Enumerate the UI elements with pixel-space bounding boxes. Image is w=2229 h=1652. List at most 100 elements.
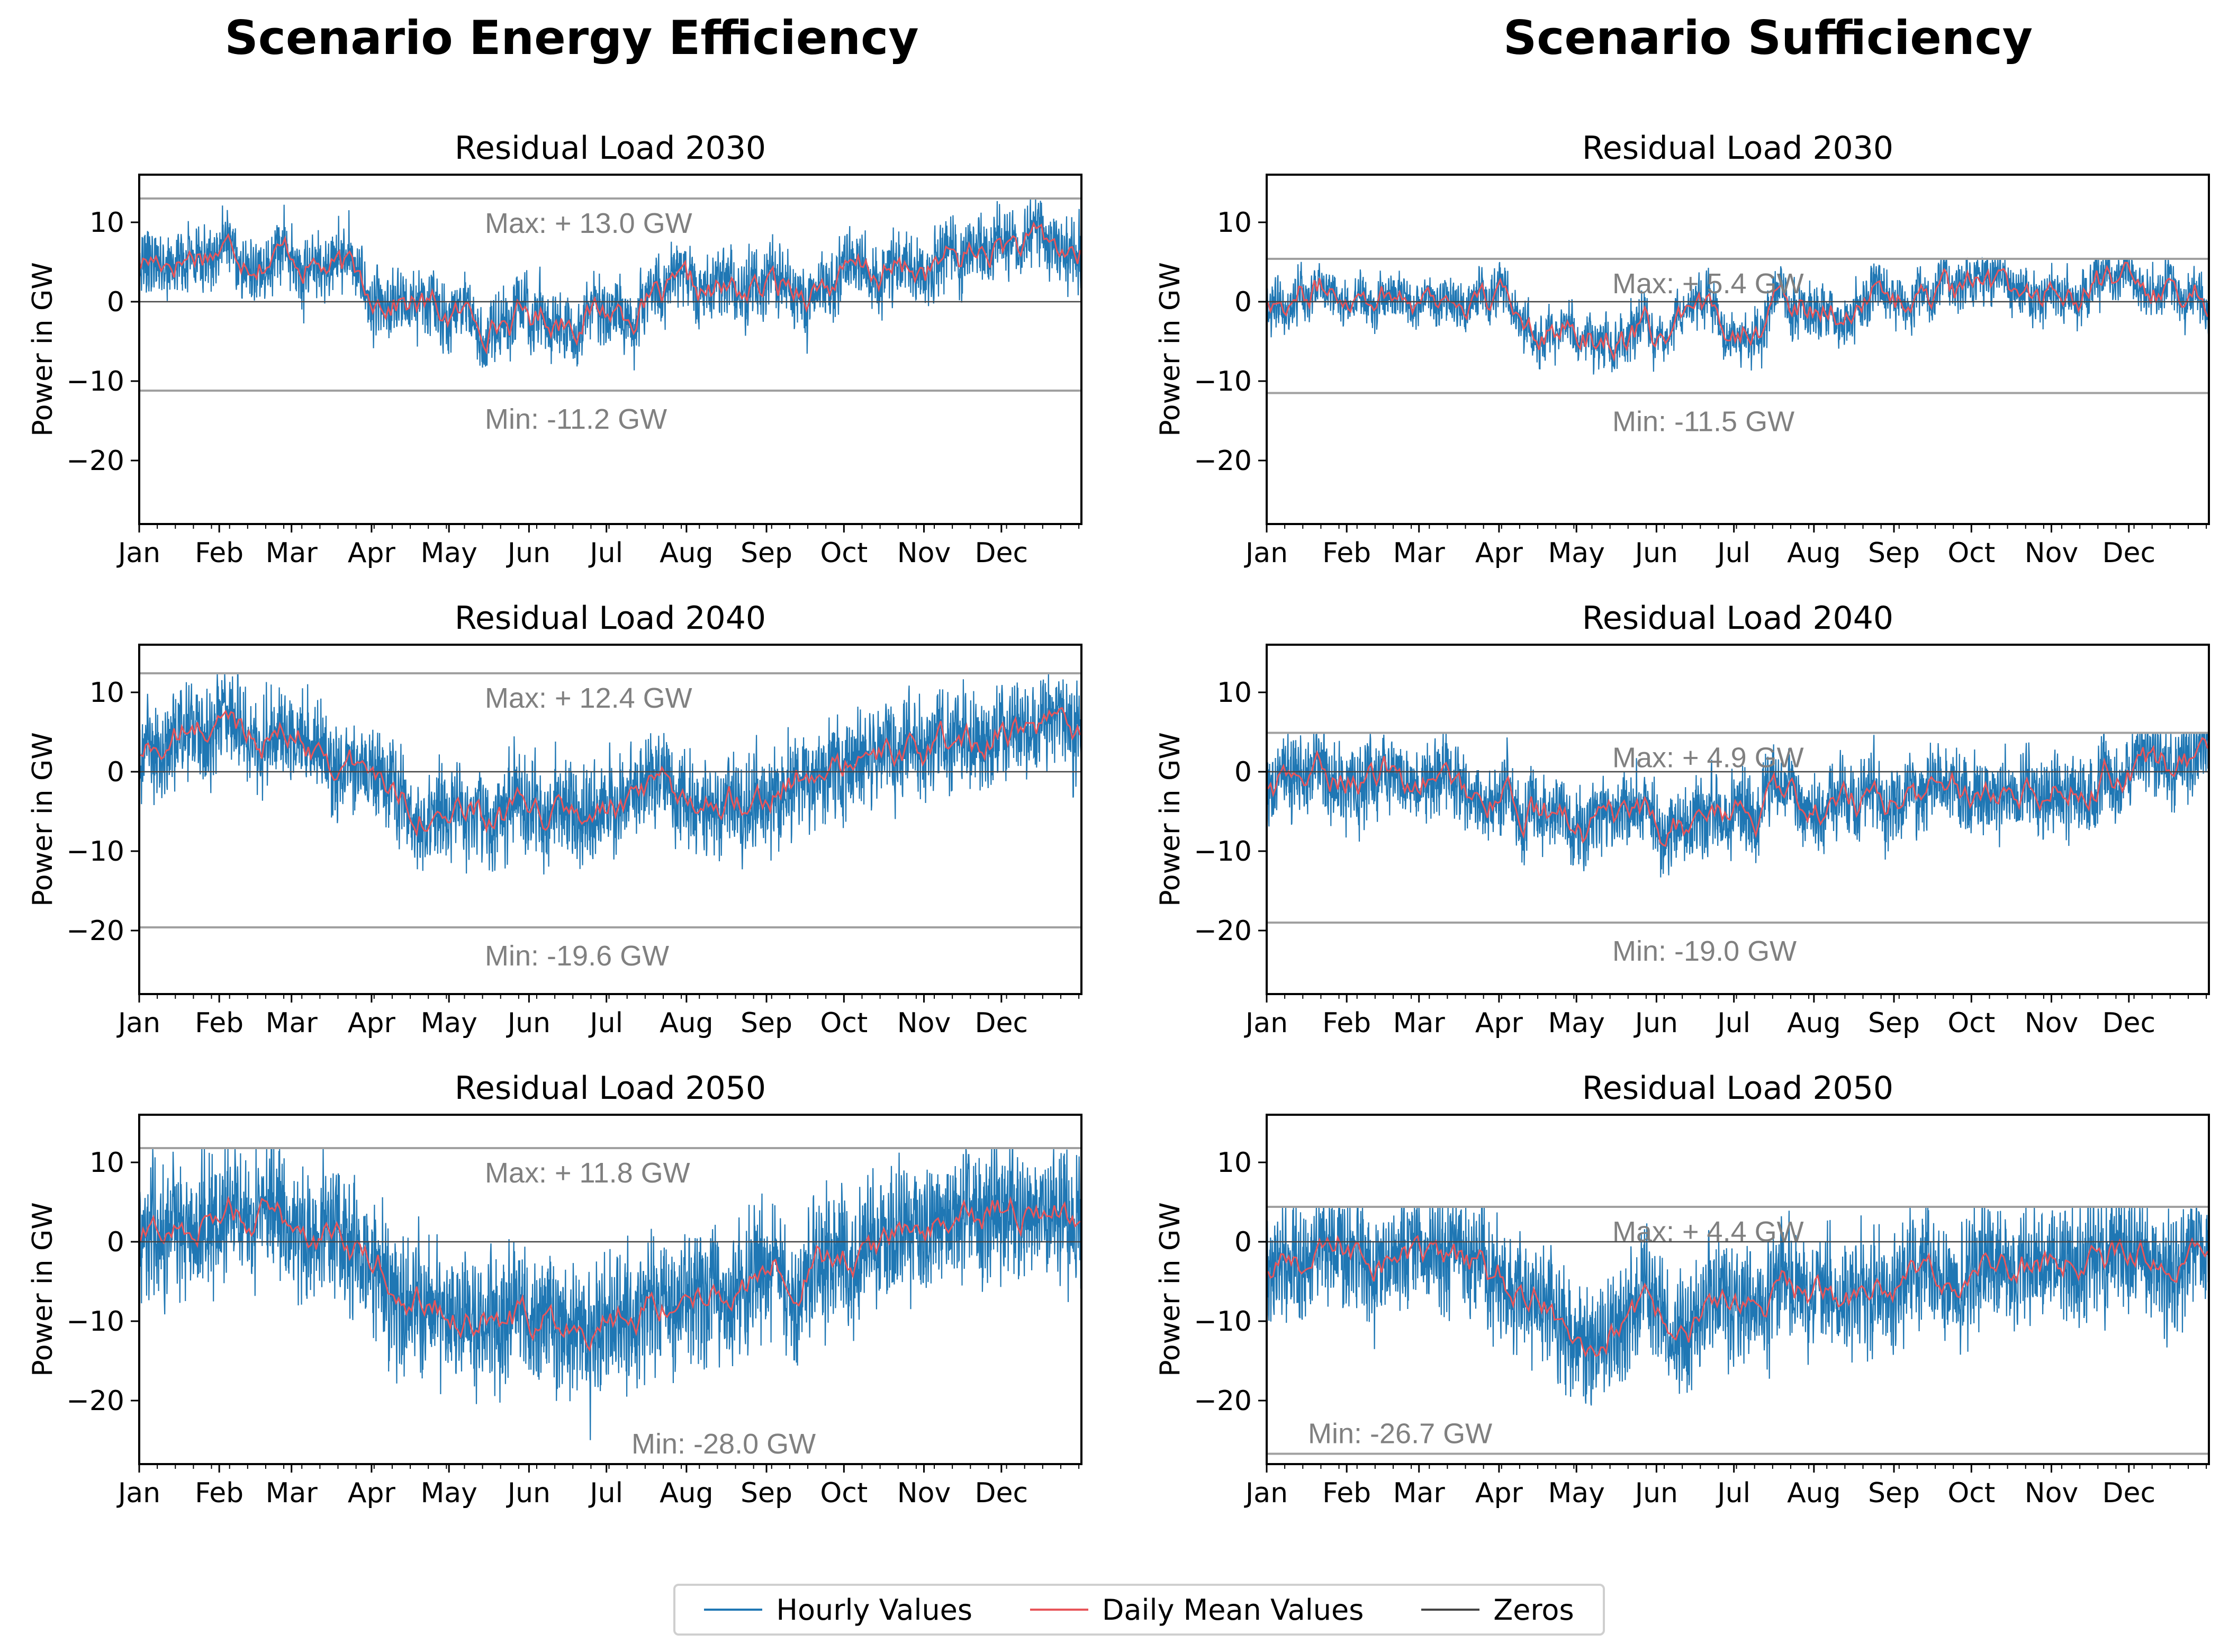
series-daily-line (140, 707, 1081, 837)
x-tick-label: Jun (506, 1007, 551, 1039)
y-tick-label: 10 (89, 1147, 124, 1179)
y-tick-label: 0 (1234, 286, 1252, 318)
y-tick-label: 0 (1234, 756, 1252, 788)
subplot-4: Residual Load 2050 Power in GW Max: + 11.8… (27, 1070, 1082, 1509)
y-tick-label: 10 (1217, 677, 1252, 709)
y-tick-label: 10 (89, 677, 124, 709)
series-daily-line (1267, 737, 2209, 847)
subplot-title: Residual Load 2050 (455, 1070, 766, 1107)
x-tick-label: Jun (506, 537, 551, 569)
y-axis-label: Power in GW (1154, 262, 1186, 436)
y-tick-label: −20 (1194, 1385, 1252, 1417)
x-tick-label: Jul (1716, 537, 1750, 569)
subplot-0: Residual Load 2030 Power in GW Max: + 13.0… (27, 130, 1082, 569)
legend-item-daily: Daily Mean Values (1030, 1593, 1364, 1627)
x-tick-label: Feb (195, 1477, 243, 1509)
series-daily-line (139, 1195, 1081, 1352)
x-tick-label: May (1548, 1477, 1605, 1509)
y-axis-label: Power in GW (1154, 1202, 1186, 1376)
x-tick-label: Jan (1244, 1007, 1288, 1039)
x-tick-label: Apr (1475, 1007, 1523, 1039)
x-tick-label: Aug (1787, 537, 1841, 569)
x-tick-label: Feb (1322, 1477, 1371, 1509)
min-annotation: Min: -11.5 GW (1612, 406, 1794, 438)
plot-frame (1266, 174, 2210, 525)
series-daily-line (139, 221, 1081, 355)
legend-label-hourly: Hourly Values (776, 1593, 973, 1627)
subplot-title: Residual Load 2030 (455, 130, 766, 167)
min-annotation: Min: -11.2 GW (485, 403, 667, 435)
subplot-title: Residual Load 2030 (1582, 130, 1893, 167)
x-tick-label: Nov (2025, 1007, 2079, 1039)
legend-label-daily: Daily Mean Values (1102, 1593, 1364, 1627)
x-tick-label: Dec (975, 537, 1028, 569)
x-tick-label: Aug (660, 1007, 714, 1039)
x-tick-label: Oct (820, 1007, 868, 1039)
y-tick-label: 0 (107, 286, 124, 318)
x-tick-label: Jul (588, 1477, 623, 1509)
series-daily-line (1267, 1234, 2208, 1358)
x-tick-label: Apr (1475, 537, 1523, 569)
y-tick-label: 0 (107, 1226, 124, 1258)
y-tick-label: 0 (107, 756, 124, 788)
y-axis-label: Power in GW (27, 732, 59, 906)
min-annotation: Min: -19.6 GW (485, 940, 669, 972)
max-annotation: Max: + 4.4 GW (1612, 1216, 1804, 1248)
x-tick-label: Jan (116, 537, 160, 569)
x-tick-label: Jan (116, 1007, 160, 1039)
x-tick-label: Dec (2102, 1007, 2156, 1039)
x-tick-label: Apr (348, 1007, 396, 1039)
y-tick-label: −10 (66, 1306, 124, 1338)
x-tick-label: Jun (1634, 1007, 1678, 1039)
legend: Hourly Values Daily Mean Values Zeros (673, 1584, 1605, 1636)
x-tick-label: Mar (1393, 1477, 1446, 1509)
x-tick-label: Nov (897, 537, 951, 569)
x-tick-label: May (1548, 1007, 1605, 1039)
subplot-title: Residual Load 2040 (1582, 600, 1893, 637)
y-tick-label: −20 (66, 1385, 124, 1417)
x-tick-label: Jul (1716, 1007, 1750, 1039)
plot-frame (1266, 1114, 2210, 1465)
series-hourly-line (1267, 1205, 2209, 1406)
x-tick-label: Dec (975, 1477, 1028, 1509)
y-tick-label: −20 (66, 445, 124, 477)
x-tick-label: Mar (266, 537, 318, 569)
x-tick-label: Oct (820, 537, 868, 569)
x-tick-label: Jun (506, 1477, 551, 1509)
x-tick-label: Aug (1787, 1477, 1841, 1509)
max-annotation: Max: + 12.4 GW (485, 682, 692, 714)
x-tick-label: Jul (588, 537, 623, 569)
x-tick-label: May (420, 1007, 477, 1039)
x-tick-label: May (1548, 537, 1605, 569)
series-hourly-line (1267, 732, 2209, 878)
x-tick-label: Jul (1716, 1477, 1750, 1509)
x-tick-label: Nov (2025, 1477, 2079, 1509)
y-tick-label: 10 (89, 207, 124, 239)
subplot-5: Residual Load 2050 Power in GW Max: + 4.4 … (1154, 1070, 2210, 1509)
x-tick-label: Oct (1947, 537, 1995, 569)
x-tick-label: Aug (660, 537, 714, 569)
x-tick-label: Jan (116, 1477, 160, 1509)
x-tick-label: Feb (1322, 537, 1371, 569)
x-tick-label: May (420, 537, 477, 569)
x-tick-label: Dec (2102, 1477, 2156, 1509)
x-tick-label: Jan (1244, 537, 1288, 569)
x-tick-label: Oct (1947, 1007, 1995, 1039)
x-tick-label: Mar (266, 1477, 318, 1509)
x-tick-label: Apr (348, 1477, 396, 1509)
x-tick-label: Sep (1868, 1477, 1920, 1509)
y-axis-label: Power in GW (27, 1202, 59, 1376)
series-hourly-line (139, 1147, 1081, 1440)
x-tick-label: Sep (741, 537, 792, 569)
y-axis-label: Power in GW (1154, 732, 1186, 906)
subplot-title: Residual Load 2040 (455, 600, 766, 637)
y-tick-label: 10 (1217, 1147, 1252, 1179)
x-tick-label: Dec (2102, 537, 2156, 569)
x-tick-label: Jun (1634, 537, 1678, 569)
legend-swatch-zeros (1421, 1609, 1480, 1611)
legend-item-hourly: Hourly Values (704, 1593, 972, 1627)
x-tick-label: Sep (1868, 537, 1920, 569)
x-tick-label: Feb (1322, 1007, 1371, 1039)
y-tick-label: −10 (1194, 366, 1252, 398)
x-tick-label: Dec (975, 1007, 1028, 1039)
